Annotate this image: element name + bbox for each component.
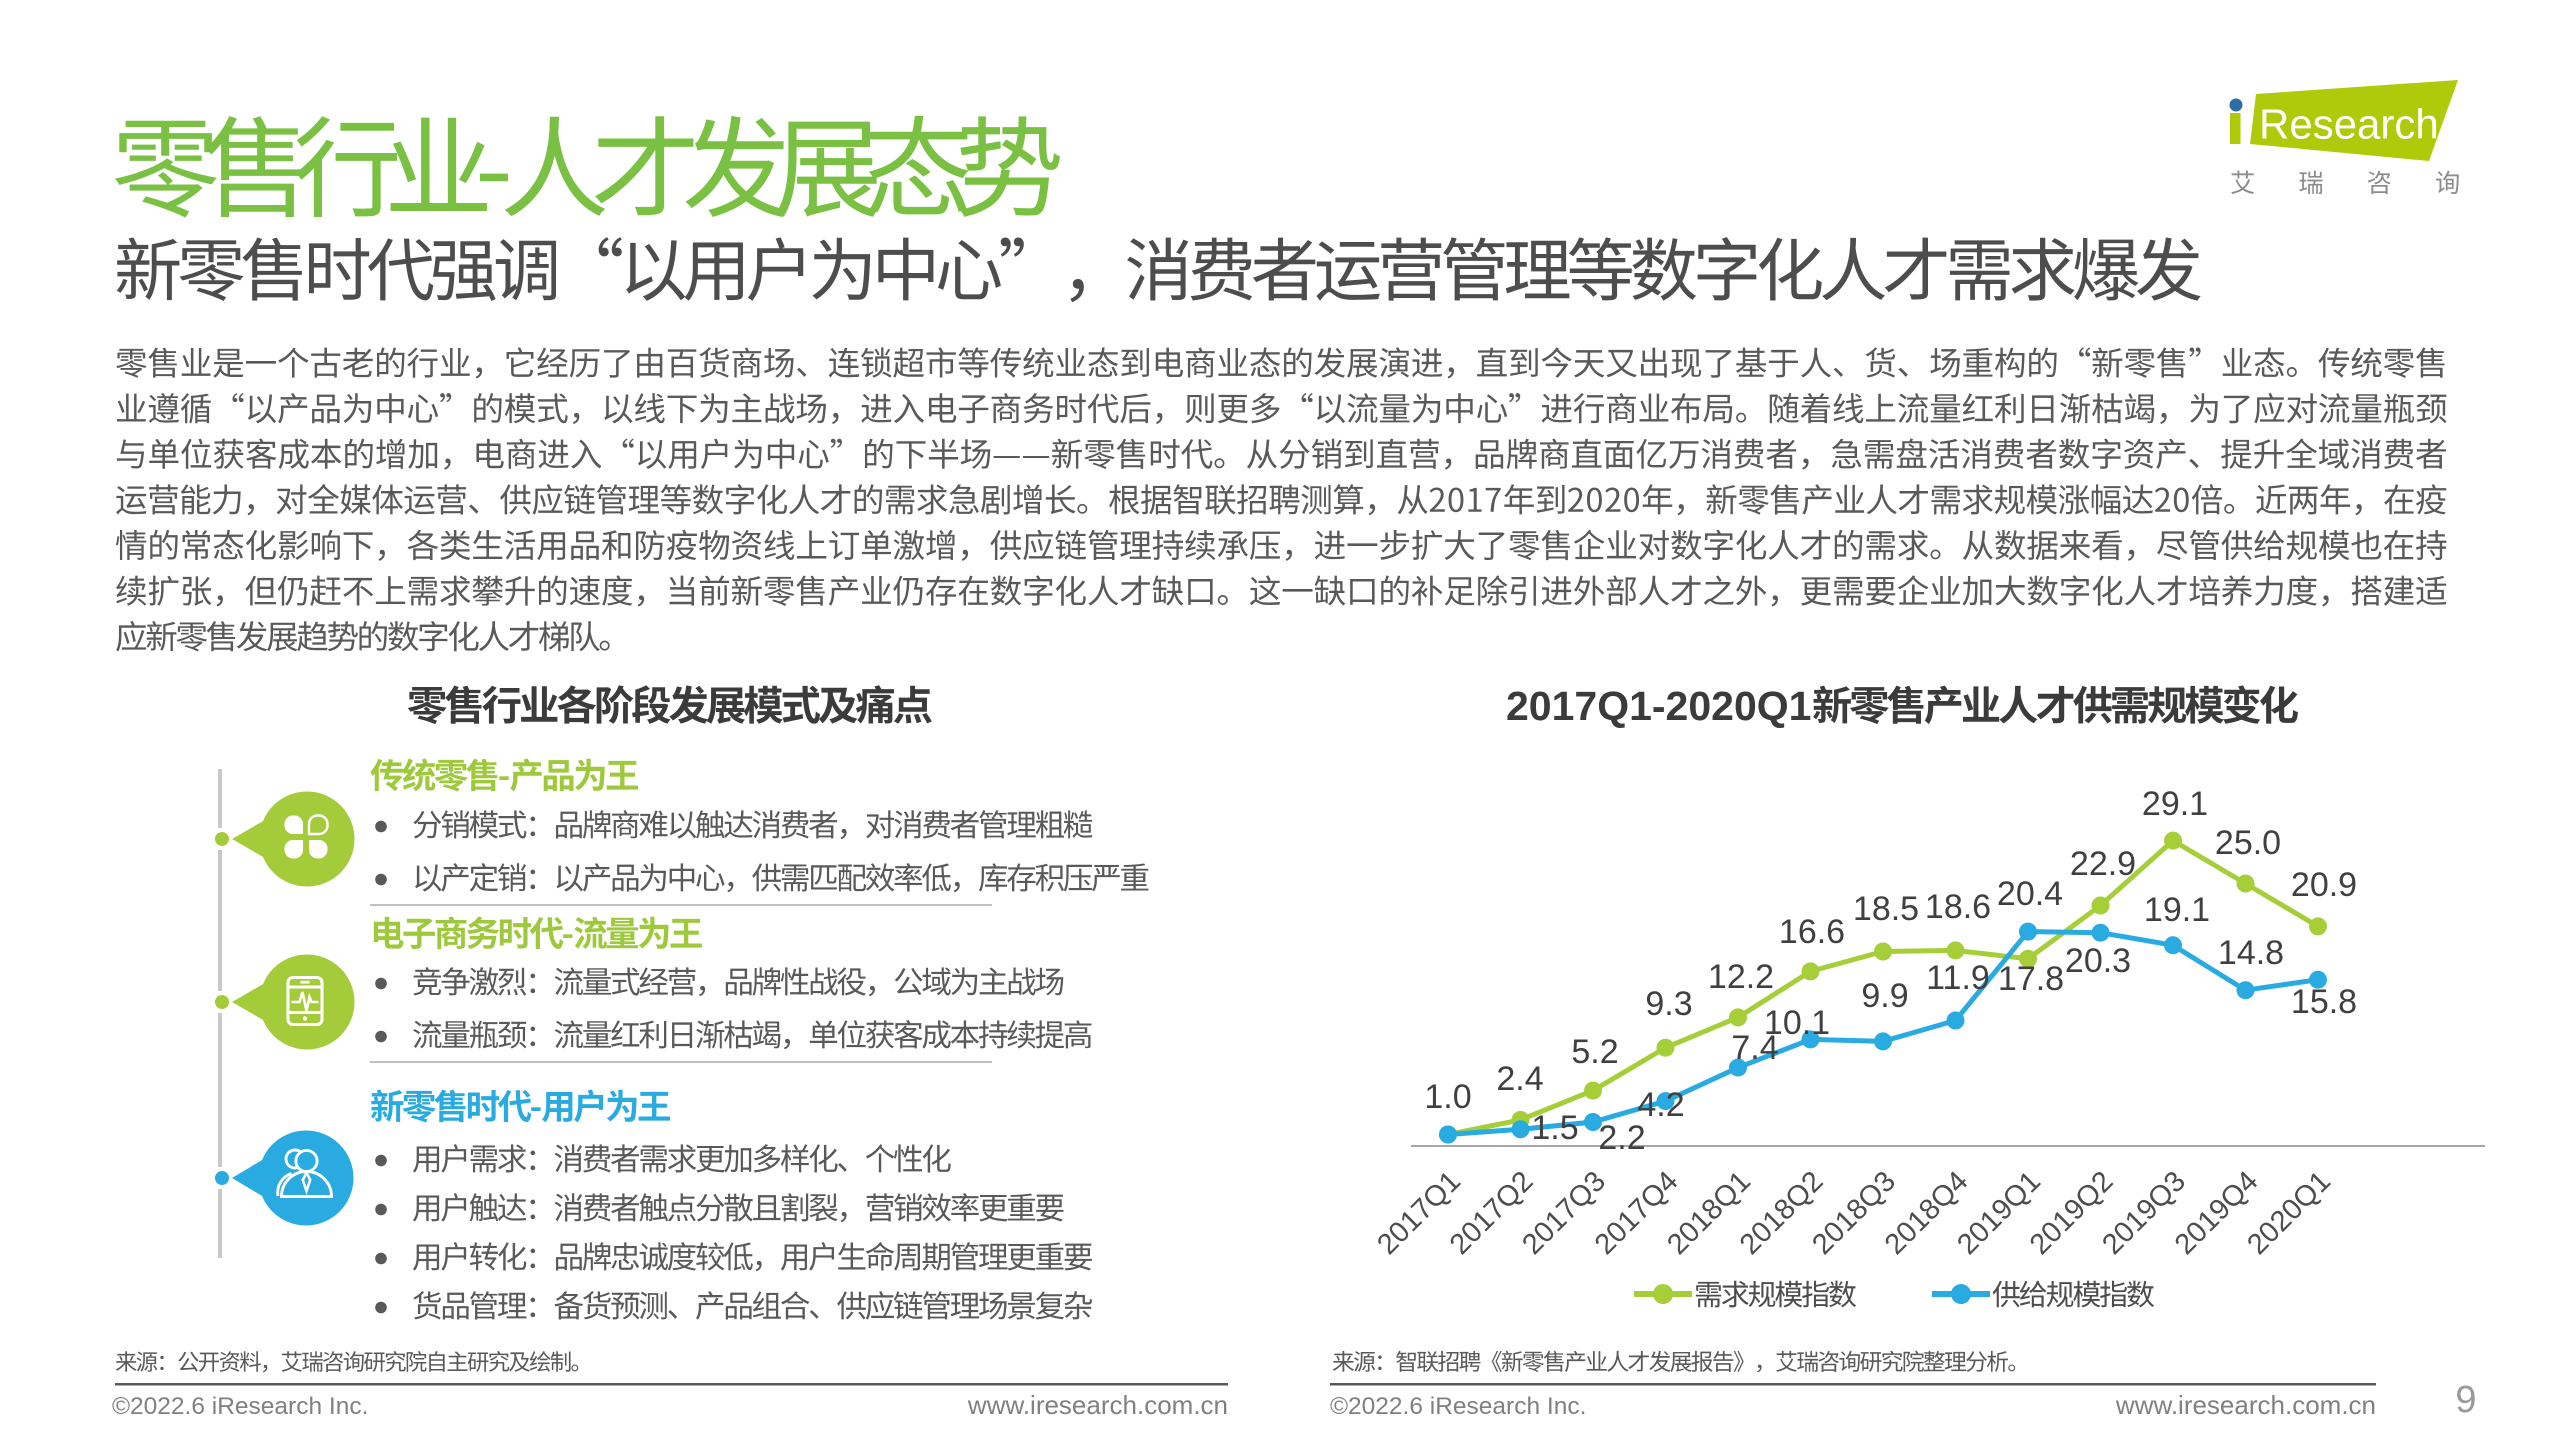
svg-text:9.9: 9.9: [1861, 977, 1908, 1015]
svg-text:20.3: 20.3: [2065, 942, 2131, 980]
svg-text:29.1: 29.1: [2142, 785, 2208, 823]
svg-text:22.9: 22.9: [2070, 845, 2136, 883]
svg-text:2.4: 2.4: [1496, 1060, 1543, 1098]
svg-text:©2022.6 iResearch Inc.: ©2022.6 iResearch Inc.: [112, 1393, 368, 1420]
svg-text:©2022.6 iResearch Inc.: ©2022.6 iResearch Inc.: [1330, 1393, 1586, 1420]
svg-text:17.8: 17.8: [1998, 960, 2064, 998]
svg-text:12.2: 12.2: [1708, 958, 1774, 996]
svg-text:16.6: 16.6: [1779, 913, 1845, 951]
svg-text:2017Q1-2020Q1: 2017Q1-2020Q1: [1506, 683, 1811, 729]
svg-text:11.9: 11.9: [1926, 959, 1990, 997]
svg-text:Research: Research: [2259, 101, 2439, 148]
svg-text:18.6: 18.6: [1925, 888, 1991, 926]
svg-text:20.4: 20.4: [1997, 875, 2063, 913]
svg-text:25.0: 25.0: [2215, 824, 2281, 862]
svg-text:2.2: 2.2: [1598, 1119, 1645, 1157]
svg-text:www.iresearch.com.cn: www.iresearch.com.cn: [2115, 1390, 2376, 1420]
svg-text:14.8: 14.8: [2218, 934, 2284, 972]
svg-text:5.2: 5.2: [1571, 1033, 1618, 1071]
svg-text:10.1: 10.1: [1764, 1004, 1830, 1042]
svg-text:1.0: 1.0: [1424, 1078, 1471, 1116]
svg-text:www.iresearch.com.cn: www.iresearch.com.cn: [967, 1390, 1228, 1420]
svg-text:18.5: 18.5: [1853, 890, 1919, 928]
svg-text:15.8: 15.8: [2291, 983, 2357, 1021]
svg-text:9.3: 9.3: [1645, 985, 1692, 1023]
svg-text:20.9: 20.9: [2291, 866, 2357, 904]
svg-text:4.2: 4.2: [1637, 1086, 1684, 1124]
svg-text:7.4: 7.4: [1731, 1029, 1778, 1067]
svg-text:9: 9: [2455, 1379, 2476, 1421]
svg-text:1.5: 1.5: [1531, 1109, 1578, 1147]
svg-text:19.1: 19.1: [2144, 891, 2210, 929]
